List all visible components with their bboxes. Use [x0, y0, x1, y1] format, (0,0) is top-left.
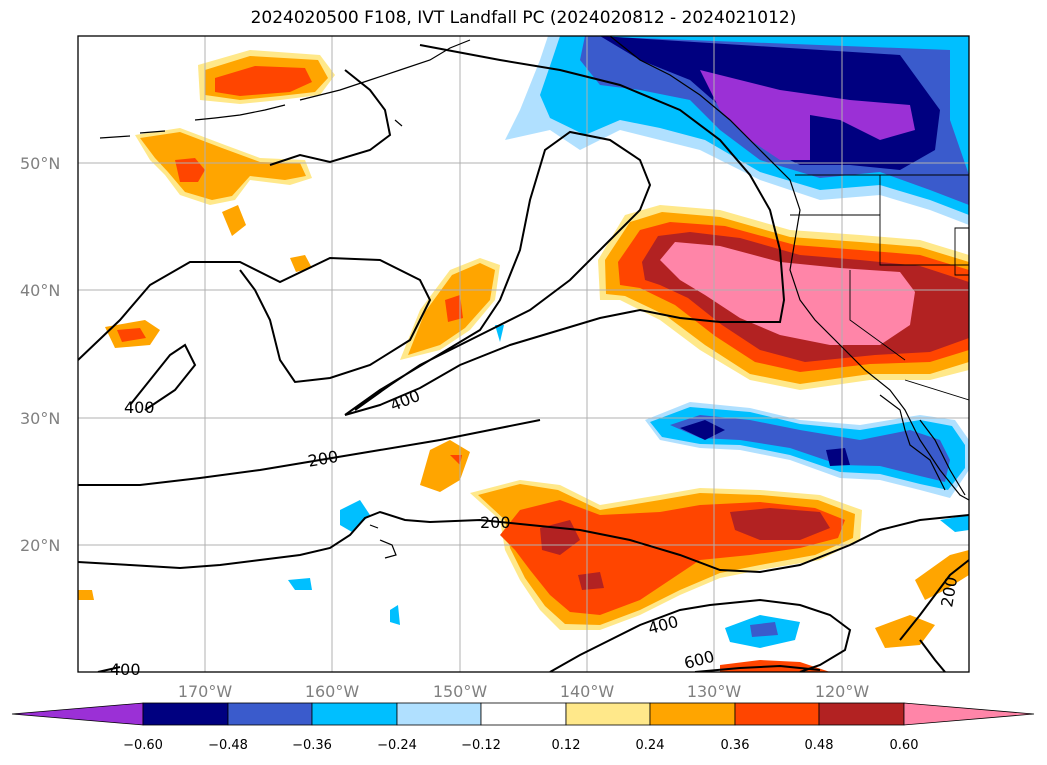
- colorbar-segment-3: [311, 702, 398, 726]
- region-pos-west-orange: [140, 132, 306, 200]
- region-pos-small-1: [222, 205, 246, 236]
- contour-line-11: [97, 666, 121, 672]
- map-title: 2024020500 F108, IVT Landfall PC (202402…: [250, 8, 797, 28]
- contour-line-8: [694, 664, 821, 672]
- gridlines: [78, 36, 969, 672]
- colorbar-segment-1: [142, 702, 229, 726]
- region-pos-left-red: [117, 328, 146, 342]
- region-pos-aleutian-red: [215, 66, 312, 96]
- region-neg-small-1: [340, 500, 370, 532]
- cb-tick-7: 0.36: [721, 738, 750, 753]
- contour-line-4: [344, 44, 786, 416]
- colorbar-segment-4: [396, 702, 482, 726]
- region-pos-lr-4: [78, 590, 94, 600]
- lat-label-50n: 50°N: [20, 154, 60, 173]
- coastlines: [99, 36, 969, 559]
- region-pos-south-firebrick-1: [730, 508, 830, 540]
- colorbar-segment-10: [903, 702, 1035, 726]
- region-pos-south-firebrick-3: [578, 572, 604, 590]
- latitude-labels: 50°N 40°N 30°N 20°N: [20, 154, 60, 555]
- contour-line-7: [549, 598, 852, 672]
- colorbar-segment-7: [649, 702, 736, 726]
- region-neg-small-2: [288, 578, 312, 590]
- contour-line-5: [78, 419, 541, 486]
- contour-line-12: [269, 69, 392, 166]
- contour-line-3: [344, 130, 652, 416]
- contour-labels: 400 400 200 200 400 600 400 200: [110, 386, 961, 679]
- lon-label-130w: 130°W: [687, 682, 742, 701]
- contour-line-2: [129, 343, 197, 411]
- region-pos-lr-2: [875, 615, 935, 648]
- colorbar-segment-0: [11, 702, 144, 726]
- lon-label-160w: 160°W: [305, 682, 360, 701]
- region-neg-small-6: [495, 325, 504, 342]
- colorbar-ticks: −0.60 −0.48 −0.36 −0.24 −0.12 0.12 0.24 …: [123, 738, 918, 753]
- region-pos-west-red: [175, 158, 205, 182]
- region-pos-small-3: [420, 440, 470, 492]
- region-neg-south-navy-2: [826, 448, 850, 466]
- cb-tick-3: −0.24: [377, 738, 417, 753]
- region-pos-small-2: [290, 255, 312, 272]
- contour-line-10: [919, 639, 946, 672]
- contour-label-400-left: 400: [124, 398, 155, 417]
- contour-label-200-south: 200: [480, 513, 511, 532]
- contour-label-400-bottom: 400: [110, 660, 141, 679]
- region-pos-ar-pink: [660, 242, 915, 345]
- cb-tick-0: −0.60: [123, 738, 163, 753]
- cb-tick-5: 0.12: [552, 738, 581, 753]
- region-neg-south-blue: [670, 415, 950, 482]
- cb-tick-8: 0.48: [805, 738, 834, 753]
- region-neg-small-7: [940, 515, 969, 532]
- lon-label-170w: 170°W: [178, 682, 233, 701]
- cb-tick-2: −0.36: [292, 738, 332, 753]
- lat-label-30n: 30°N: [20, 409, 60, 428]
- region-neg-north-purple: [700, 70, 915, 160]
- lon-label-150w: 150°W: [433, 682, 488, 701]
- colorbar-segment-2: [227, 702, 313, 726]
- region-pos-lr-1: [915, 550, 969, 600]
- colorbar-segment-9: [818, 702, 905, 726]
- longitude-labels: 170°W 160°W 150°W 140°W 130°W 120°W: [178, 682, 870, 701]
- cb-tick-1: −0.48: [208, 738, 248, 753]
- lon-label-140w: 140°W: [560, 682, 615, 701]
- region-neg-small-5: [750, 622, 778, 637]
- contour-line-6: [78, 510, 969, 574]
- contour-line-9: [899, 559, 969, 641]
- cb-tick-9: 0.60: [890, 738, 919, 753]
- lat-label-20n: 20°N: [20, 536, 60, 555]
- contour-line-1: [78, 256, 432, 384]
- lat-label-40n: 40°N: [20, 281, 60, 300]
- lon-label-120w: 120°W: [815, 682, 870, 701]
- cb-tick-6: 0.24: [636, 738, 665, 753]
- colorbar-segment-8: [734, 702, 820, 726]
- colorbar-segment-5: [480, 702, 567, 726]
- map-frame: [77, 35, 970, 673]
- ivt-contours: [78, 44, 969, 672]
- cb-tick-4: −0.12: [461, 738, 501, 753]
- region-pos-central-red: [445, 295, 463, 322]
- colorbar: [11, 702, 1035, 726]
- region-pos-small-4: [450, 455, 462, 465]
- colorbar-segment-6: [565, 702, 651, 726]
- anomaly-field: [78, 36, 969, 672]
- region-neg-small-3: [390, 605, 400, 625]
